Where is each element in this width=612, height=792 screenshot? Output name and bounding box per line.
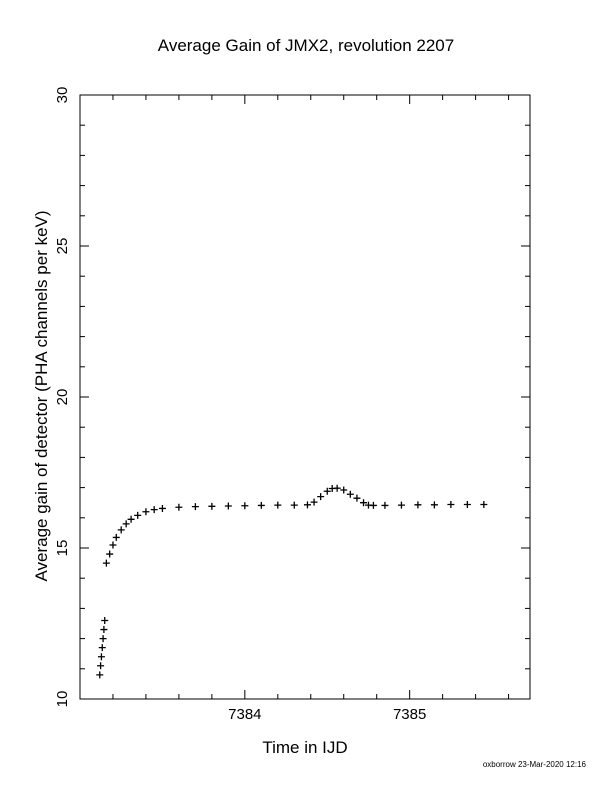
data-point — [150, 506, 158, 514]
data-point — [257, 501, 265, 509]
data-points — [96, 484, 488, 679]
y-tick-label: 30 — [54, 87, 71, 104]
x-tick-label: 7385 — [393, 706, 426, 723]
data-point — [381, 501, 389, 509]
data-point — [340, 486, 348, 494]
data-point — [430, 501, 438, 509]
data-point — [100, 626, 108, 634]
data-point — [101, 616, 109, 624]
data-point — [117, 526, 125, 534]
x-axis-label: Time in IJD — [262, 738, 348, 757]
data-point — [99, 635, 107, 643]
footer-stamp: oxborrow 23-Mar-2020 12:16 — [482, 760, 586, 769]
data-point — [109, 541, 117, 549]
y-tick-label: 10 — [54, 691, 71, 708]
data-point — [112, 533, 120, 541]
data-point — [274, 501, 282, 509]
data-point — [360, 499, 368, 507]
data-point — [122, 520, 130, 528]
data-point — [97, 662, 105, 670]
axis-ticks — [79, 94, 530, 700]
data-point — [414, 501, 422, 509]
data-point — [303, 501, 311, 509]
data-point — [480, 501, 488, 509]
data-point — [369, 501, 377, 509]
y-tick-label: 25 — [54, 238, 71, 255]
data-point — [323, 487, 331, 495]
y-axis-label: Average gain of detector (PHA channels p… — [32, 210, 51, 582]
data-point — [290, 501, 298, 509]
data-point — [102, 559, 110, 567]
plot-frame — [79, 94, 531, 700]
data-point — [310, 498, 318, 506]
data-point — [346, 490, 354, 498]
data-point — [397, 501, 405, 509]
data-point — [127, 515, 135, 523]
data-point — [96, 671, 104, 679]
data-point — [175, 503, 183, 511]
data-point — [98, 644, 106, 652]
data-point — [106, 550, 114, 558]
data-point — [191, 503, 199, 511]
data-point — [447, 501, 455, 509]
data-point — [134, 511, 142, 519]
data-point — [353, 494, 361, 502]
axis-tick-labels: 10 15 20 25 30 7384 7385 — [54, 87, 426, 723]
data-point — [333, 484, 341, 492]
chart-title: Average Gain of JMX2, revolution 2207 — [157, 36, 455, 55]
data-point — [158, 504, 166, 512]
data-point — [208, 502, 216, 510]
data-point — [142, 508, 150, 516]
data-point — [224, 502, 232, 510]
data-point — [463, 501, 471, 509]
data-point — [317, 493, 325, 501]
x-tick-label: 7384 — [228, 706, 261, 723]
data-point — [97, 653, 105, 661]
data-point — [241, 502, 249, 510]
y-tick-label: 20 — [54, 389, 71, 406]
y-tick-label: 15 — [54, 540, 71, 557]
